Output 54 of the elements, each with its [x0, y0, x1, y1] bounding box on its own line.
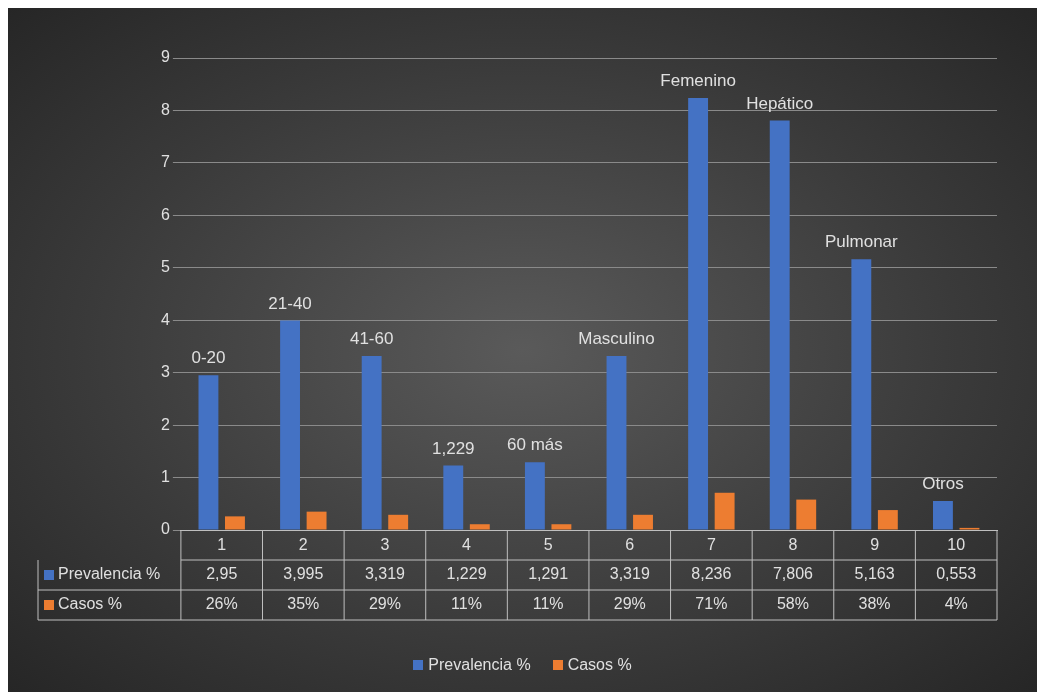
annotation: 60 más: [507, 435, 563, 455]
x-tick-label: 9: [870, 536, 880, 554]
text: Prevalencia %: [428, 656, 531, 673]
annotation: 21-40: [268, 293, 312, 313]
y-tick-label: 0: [160, 520, 170, 538]
x-tick-label: 5: [543, 536, 553, 554]
y-tick-label: 4: [160, 310, 170, 328]
text: Casos %: [567, 656, 632, 673]
data-label: 3,319: [609, 565, 650, 583]
data-label: 7,806: [772, 565, 814, 583]
x-tick-label: 8: [788, 536, 798, 554]
annotation: 41-60: [349, 329, 394, 349]
y-tick-label: 7: [160, 153, 170, 171]
data-label: 3,995: [283, 565, 324, 583]
y-tick-label: 5: [160, 258, 170, 276]
data-label: 29%: [368, 595, 401, 613]
y-tick-label: 2: [160, 415, 170, 433]
x-tick-label: 2: [298, 536, 308, 554]
data-label: 1,291: [528, 565, 569, 583]
legend-label: Prevalencia %: [58, 565, 161, 583]
y-tick-label: 6: [160, 205, 170, 223]
data-label: 3,319: [364, 565, 406, 583]
y-tick-label: 3: [160, 363, 170, 381]
data-label: 29%: [613, 595, 646, 613]
data-label: 26%: [205, 595, 238, 613]
annotation: Masculino: [578, 329, 655, 349]
data-label: 11%: [451, 595, 482, 613]
x-tick-label: 10: [947, 536, 966, 554]
data-label: 58%: [776, 595, 809, 613]
data-label: 4%: [944, 595, 968, 613]
annotation: 1,229: [432, 438, 475, 458]
y-tick-label: 8: [160, 100, 170, 118]
x-tick-label: 4: [462, 536, 472, 554]
data-label: 35%: [287, 595, 320, 613]
y-tick-label: 9: [160, 48, 170, 66]
annotation: Femenino: [660, 71, 736, 91]
annotation: 0-20: [191, 348, 226, 368]
data-label: 8,236: [691, 565, 732, 583]
data-label: 11%: [532, 595, 564, 613]
annotation: Hepático: [746, 93, 814, 113]
data-label: 5,163: [854, 565, 895, 583]
legend-label: Casos %: [58, 595, 123, 613]
data-label: 38%: [858, 595, 891, 613]
data-label: 71%: [695, 595, 728, 613]
data-label: 1,229: [446, 565, 487, 583]
x-tick-label: 3: [380, 536, 390, 554]
annotation: Otros: [922, 474, 964, 494]
y-tick-label: 1: [160, 467, 170, 485]
data-label: 2,95: [206, 565, 238, 583]
x-tick-label: 1: [217, 536, 227, 554]
annotation: Pulmonar: [824, 232, 899, 252]
x-tick-label: 7: [706, 536, 716, 554]
x-tick-label: 6: [625, 536, 635, 554]
data-label: 0,553: [936, 565, 977, 583]
